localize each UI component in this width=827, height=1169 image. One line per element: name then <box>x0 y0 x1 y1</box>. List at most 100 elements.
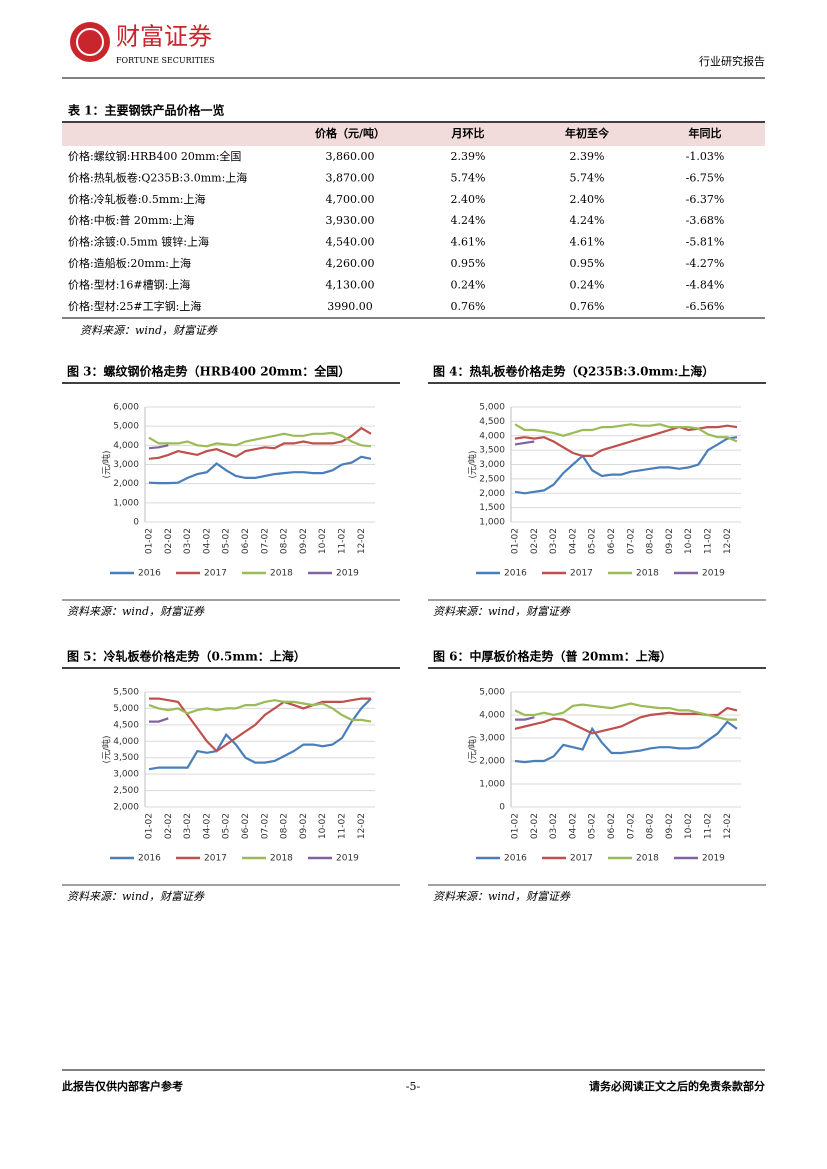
y-tick-label: 4,000 <box>113 737 139 747</box>
y-tick-label: 0 <box>133 518 139 528</box>
x-tick-label: 02-02 <box>530 813 540 839</box>
y-tick-label: 2,000 <box>479 489 505 499</box>
y-tick-label: 3,500 <box>113 753 139 763</box>
table-cell: 2.39% <box>570 150 605 163</box>
y-axis-label: (元/吨) <box>101 450 113 478</box>
x-tick-label: 04-02 <box>202 813 212 839</box>
x-tick-label: 09-02 <box>299 528 309 554</box>
x-tick-label: 04-02 <box>568 528 578 554</box>
table-header-bg <box>62 123 765 146</box>
table-cell: -6.56% <box>686 300 725 313</box>
x-tick-label: 06-02 <box>607 528 617 554</box>
table-cell: 4,540.00 <box>326 236 375 249</box>
legend-label: 2018 <box>270 854 293 864</box>
y-tick-label: 2,500 <box>479 474 505 484</box>
y-tick-label: 4,000 <box>479 711 505 721</box>
series-line <box>148 699 372 723</box>
y-tick-label: 3,000 <box>113 770 139 780</box>
table-cell: 价格:中板:普 20mm:上海 <box>68 213 194 227</box>
table-cell: 0.95% <box>451 257 486 270</box>
y-axis-label: (元/吨) <box>101 735 113 763</box>
y-tick-label: 6,000 <box>113 403 139 413</box>
table-header-cell: 年同比 <box>689 126 722 140</box>
table-cell: 4.24% <box>570 214 605 227</box>
chart-title: 图 6：中厚板价格走势（普 20mm：上海） <box>433 649 672 664</box>
y-tick-label: 3,000 <box>113 460 139 470</box>
table-cell: 价格:螺纹钢:HRB400 20mm:全国 <box>68 149 241 163</box>
x-tick-label: 05-02 <box>588 813 598 839</box>
series-line <box>514 440 535 446</box>
x-tick-label: 01-02 <box>145 528 155 554</box>
series-line <box>514 702 737 721</box>
series-line <box>514 720 738 764</box>
x-tick-label: 12-02 <box>357 528 367 554</box>
table-cell: 2.40% <box>451 193 486 206</box>
series-line <box>515 716 535 721</box>
x-tick-label: 07-02 <box>626 813 636 839</box>
x-tick-label: 09-02 <box>665 528 675 554</box>
series-line <box>514 423 738 443</box>
table-cell: -6.75% <box>686 171 725 184</box>
y-tick-label: 5,000 <box>113 704 139 714</box>
legend-label: 2016 <box>138 854 161 864</box>
series-line <box>514 706 738 735</box>
y-tick-label: 4,000 <box>113 441 139 451</box>
x-tick-label: 02-02 <box>164 528 174 554</box>
y-tick-label: 2,000 <box>113 803 139 813</box>
x-tick-label: 12-02 <box>357 813 367 839</box>
x-tick-label: 10-02 <box>318 528 328 554</box>
x-tick-label: 10-02 <box>684 813 694 839</box>
x-tick-label: 11-02 <box>704 528 714 554</box>
chart-title: 图 5：冷轧板卷价格走势（0.5mm：上海） <box>67 649 306 664</box>
x-tick-label: 05-02 <box>588 528 598 554</box>
y-tick-label: 3,500 <box>479 446 505 456</box>
table-cell: 4,260.00 <box>326 257 375 270</box>
x-tick-label: 06-02 <box>241 813 251 839</box>
x-tick-label: 12-02 <box>723 813 733 839</box>
table-cell: 4,130.00 <box>326 278 375 291</box>
y-tick-label: 3,000 <box>479 734 505 744</box>
x-tick-label: 10-02 <box>318 813 328 839</box>
y-tick-label: 0 <box>499 803 505 813</box>
x-tick-label: 07-02 <box>260 528 270 554</box>
x-tick-label: 05-02 <box>222 813 232 839</box>
x-tick-label: 09-02 <box>665 813 675 839</box>
x-tick-label: 07-02 <box>260 813 270 839</box>
x-tick-label: 03-02 <box>549 813 559 839</box>
table-cell: 3,930.00 <box>326 214 375 227</box>
x-tick-label: 03-02 <box>549 528 559 554</box>
table-header-cell: 价格（元/吨） <box>315 126 385 140</box>
legend-label: 2016 <box>138 569 161 579</box>
legend-label: 2017 <box>570 569 593 579</box>
legend-label: 2017 <box>204 854 227 864</box>
x-tick-label: 08-02 <box>646 813 656 839</box>
y-tick-label: 4,500 <box>479 417 505 427</box>
table-title: 表 1：主要钢铁产品价格一览 <box>67 103 225 118</box>
series-line <box>148 426 372 460</box>
table-cell: 3,870.00 <box>326 171 375 184</box>
table-cell: 2.40% <box>570 193 605 206</box>
legend-label: 2018 <box>636 854 659 864</box>
series-line <box>148 697 372 771</box>
y-axis-label: (元/吨) <box>467 735 479 763</box>
x-tick-label: 12-02 <box>723 528 733 554</box>
table-cell: -4.27% <box>686 257 725 270</box>
x-tick-label: 11-02 <box>704 813 714 839</box>
table-cell: 0.95% <box>570 257 605 270</box>
y-tick-label: 1,000 <box>479 780 505 790</box>
legend-label: 2017 <box>570 854 593 864</box>
table-cell: 3,860.00 <box>326 150 375 163</box>
table-cell: 4.61% <box>570 236 605 249</box>
series-line <box>514 436 738 495</box>
table-cell: -1.03% <box>686 150 725 163</box>
x-tick-label: 10-02 <box>684 528 694 554</box>
series-line <box>514 424 738 457</box>
table-cell: 价格:涂镀:0.5mm 镀锌:上海 <box>68 235 209 249</box>
x-tick-label: 04-02 <box>568 813 578 839</box>
legend-label: 2016 <box>504 569 527 579</box>
logo <box>70 22 110 62</box>
series-line <box>148 431 372 448</box>
chart-source: 资料来源：wind，财富证券 <box>67 890 205 903</box>
y-tick-label: 4,000 <box>479 431 505 441</box>
